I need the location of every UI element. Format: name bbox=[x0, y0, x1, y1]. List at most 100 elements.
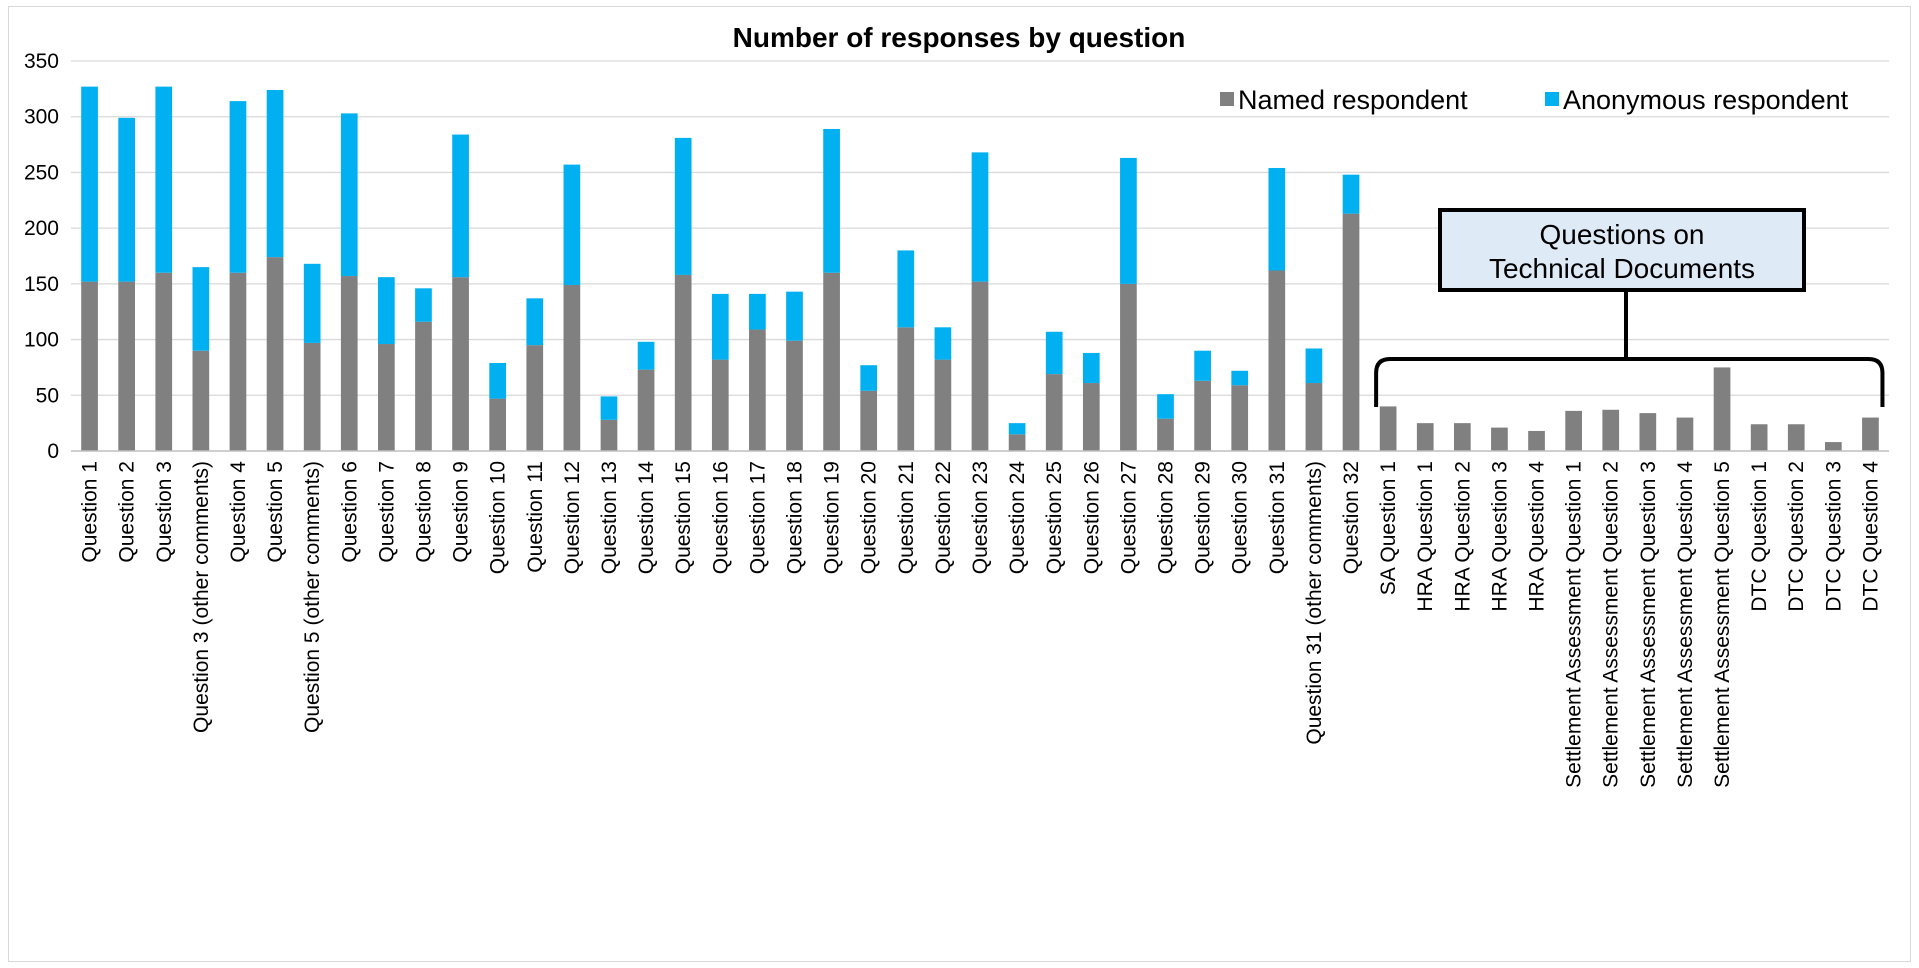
bar-anonymous-question-29 bbox=[1194, 350, 1211, 381]
bar-anonymous-question-20 bbox=[860, 365, 878, 391]
bar-anonymous-question-6 bbox=[340, 113, 358, 277]
bar-named-question-31 bbox=[1268, 270, 1286, 451]
bar-named-question-28 bbox=[1157, 418, 1174, 451]
x-tick-label-question-27: Question 27 bbox=[1117, 461, 1140, 574]
x-tick-label-dtc-question-4: DTC Question 4 bbox=[1859, 461, 1882, 612]
legend: Named respondent Anonymous respondent bbox=[1220, 85, 1849, 115]
bar-anonymous-question-15 bbox=[674, 137, 692, 275]
chart-title: Number of responses by question bbox=[733, 22, 1186, 53]
bar-named-question-1 bbox=[81, 281, 98, 451]
bar-named-question-29 bbox=[1194, 380, 1211, 451]
y-tick-label-250: 250 bbox=[24, 161, 59, 184]
x-tick-label-dtc-question-2: DTC Question 2 bbox=[1785, 461, 1808, 612]
x-tick-label-question-6: Question 6 bbox=[338, 461, 361, 563]
y-tick-label-300: 300 bbox=[24, 106, 59, 129]
x-tick-label-question-15: Question 15 bbox=[672, 461, 695, 574]
bar-anonymous-question-5-other-comments bbox=[303, 263, 321, 343]
bar-anonymous-question-16 bbox=[711, 293, 729, 360]
bar-anonymous-question-19 bbox=[823, 128, 840, 273]
x-tick-label-hra-question-1: HRA Question 1 bbox=[1414, 461, 1437, 612]
bar-named-question-15 bbox=[674, 274, 692, 451]
technical-documents-callout: Questions on Technical Documents bbox=[1374, 208, 1885, 407]
legend-label-anonymous: Anonymous respondent bbox=[1563, 85, 1849, 115]
bar-anonymous-question-4 bbox=[229, 101, 247, 273]
bar-named-question-23 bbox=[971, 281, 989, 451]
bar-anonymous-question-3 bbox=[155, 86, 173, 273]
bar-named-question-12 bbox=[563, 284, 581, 451]
x-tick-label-question-4: Question 4 bbox=[227, 461, 250, 563]
y-tick-label-50: 50 bbox=[36, 384, 59, 407]
bar-anonymous-question-22 bbox=[934, 327, 952, 360]
bar-named-settlement-assessment-question-4 bbox=[1676, 417, 1694, 451]
bar-anonymous-question-18 bbox=[786, 291, 803, 341]
x-tick-label-question-16: Question 16 bbox=[709, 461, 732, 574]
bar-anonymous-question-27 bbox=[1120, 157, 1137, 284]
bar-named-question-20 bbox=[860, 390, 878, 451]
bar-named-hra-question-4 bbox=[1528, 430, 1545, 451]
bar-named-question-2 bbox=[118, 281, 136, 451]
bar-named-question-21 bbox=[897, 327, 915, 451]
bar-anonymous-question-11 bbox=[526, 298, 544, 346]
bar-named-dtc-question-3 bbox=[1824, 442, 1842, 451]
legend-swatch-named bbox=[1220, 92, 1234, 106]
x-tick-label-question-22: Question 22 bbox=[932, 461, 955, 574]
bar-named-question-24 bbox=[1008, 434, 1026, 451]
bar-anonymous-question-3-other-comments bbox=[192, 267, 210, 351]
chart-frame: 0 50 100 150 200 250 300 350 Question 1 Question … bbox=[8, 6, 1911, 962]
x-tick-label-question-21: Question 21 bbox=[895, 461, 918, 574]
bar-anonymous-question-14 bbox=[637, 341, 655, 370]
bar-anonymous-question-1 bbox=[81, 86, 98, 282]
bar-anonymous-question-25 bbox=[1045, 331, 1063, 375]
bar-named-question-30 bbox=[1231, 385, 1249, 451]
x-tick-label-dtc-question-3: DTC Question 3 bbox=[1822, 461, 1845, 612]
bar-named-question-31-other-comments bbox=[1305, 383, 1323, 451]
bar-named-question-18 bbox=[786, 340, 803, 451]
x-tick-label-question-5: Question 5 bbox=[264, 461, 287, 563]
bar-anonymous-question-21 bbox=[897, 250, 915, 328]
stacked-bar-chart: 0 50 100 150 200 250 300 350 Question 1 Question … bbox=[24, 22, 1889, 788]
x-tick-label-question-10: Question 10 bbox=[487, 461, 510, 574]
bar-named-question-5-other-comments bbox=[303, 342, 321, 451]
x-tick-label-question-11: Question 11 bbox=[524, 461, 547, 573]
axes: 0 50 100 150 200 250 300 350 Question 1 Question … bbox=[24, 50, 1889, 788]
bar-anonymous-question-26 bbox=[1082, 352, 1100, 384]
x-tick-label-question-19: Question 19 bbox=[821, 461, 844, 574]
bar-anonymous-question-13 bbox=[600, 396, 618, 420]
callout-box bbox=[1438, 208, 1806, 292]
bar-anonymous-question-2 bbox=[118, 117, 136, 282]
bar-named-question-10 bbox=[489, 398, 507, 451]
x-tick-label-question-20: Question 20 bbox=[858, 461, 881, 574]
x-tick-label-question-9: Question 9 bbox=[450, 461, 473, 563]
bar-named-question-8 bbox=[415, 321, 432, 451]
legend-label-named: Named respondent bbox=[1238, 85, 1468, 115]
y-tick-label-150: 150 bbox=[24, 273, 59, 296]
bar-named-question-9 bbox=[452, 277, 469, 451]
x-tick-label-question-17: Question 17 bbox=[746, 461, 769, 574]
x-tick-label-question-1: Question 1 bbox=[79, 461, 102, 563]
bar-named-sa-question-1 bbox=[1379, 406, 1397, 451]
bar-named-question-25 bbox=[1045, 374, 1063, 451]
y-tick-label-200: 200 bbox=[24, 217, 59, 240]
callout-bracket bbox=[1374, 357, 1885, 407]
x-tick-label-hra-question-4: HRA Question 4 bbox=[1526, 461, 1549, 612]
x-tick-label-question-28: Question 28 bbox=[1155, 461, 1178, 574]
bar-named-dtc-question-2 bbox=[1787, 424, 1805, 451]
x-tick-label-question-14: Question 14 bbox=[635, 461, 658, 575]
bar-named-question-17 bbox=[749, 329, 766, 451]
bar-named-question-5 bbox=[266, 257, 284, 451]
legend-swatch-anonymous bbox=[1545, 92, 1559, 106]
x-tick-label-question-3-other-comments: Question 3 (other comments) bbox=[190, 461, 213, 733]
bar-named-question-13 bbox=[600, 419, 618, 451]
x-tick-label-hra-question-3: HRA Question 3 bbox=[1488, 461, 1511, 612]
bar-named-question-22 bbox=[934, 359, 952, 451]
x-tick-label-question-26: Question 26 bbox=[1080, 461, 1103, 574]
bar-named-question-7 bbox=[378, 344, 395, 451]
y-tick-label-100: 100 bbox=[24, 329, 59, 352]
x-tick-label-sa-question-1: SA Question 1 bbox=[1377, 461, 1400, 595]
x-tick-label-question-7: Question 7 bbox=[375, 461, 398, 563]
bar-anonymous-question-31 bbox=[1268, 167, 1286, 271]
bar-named-question-19 bbox=[823, 272, 840, 451]
bar-named-dtc-question-4 bbox=[1862, 417, 1879, 451]
bar-anonymous-question-32 bbox=[1342, 174, 1360, 214]
y-tick-label-0: 0 bbox=[47, 440, 59, 463]
